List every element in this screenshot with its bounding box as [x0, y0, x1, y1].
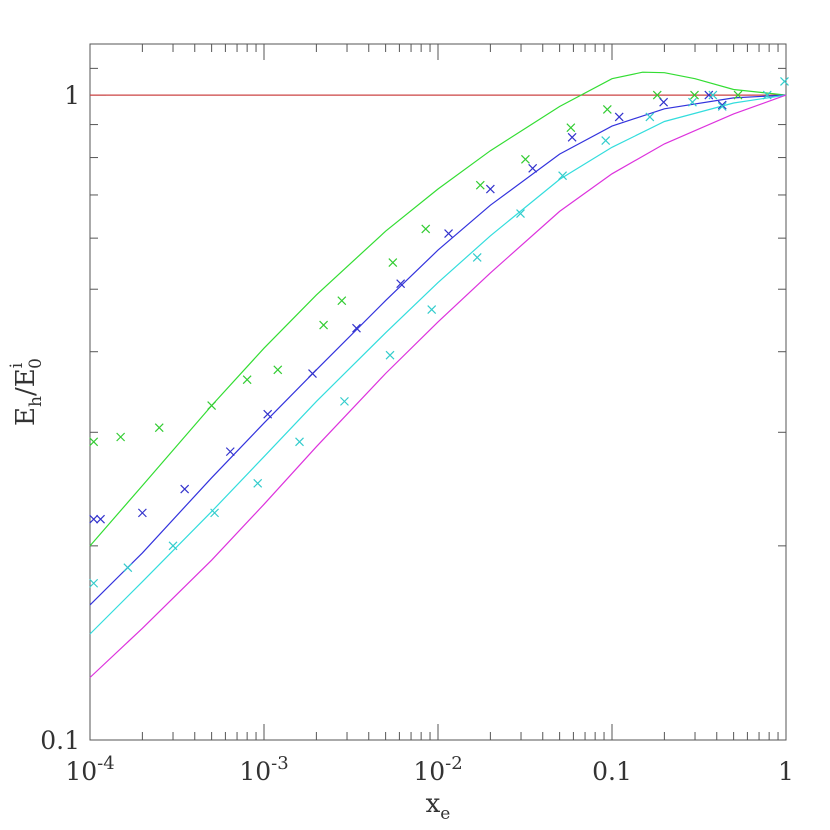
x-tick-label: 10-3	[239, 753, 288, 786]
data-point	[704, 90, 714, 100]
data-point	[472, 253, 482, 262]
data-point	[207, 401, 217, 411]
x-tick-label: 0.1	[592, 757, 632, 786]
data-point	[558, 171, 568, 181]
data-point	[567, 132, 577, 142]
data-point	[602, 105, 612, 114]
series-layer	[89, 71, 789, 678]
y-tick-label: 0.1	[40, 726, 80, 755]
data-point	[352, 323, 361, 333]
data-point	[601, 136, 611, 146]
x-axis-title: xe	[426, 789, 451, 824]
data-point	[137, 508, 147, 518]
series-line	[89, 94, 787, 678]
data-point	[123, 563, 133, 573]
data-point	[421, 224, 431, 234]
data-point	[210, 508, 220, 518]
data-point	[652, 90, 662, 100]
y-tick-label: 1	[64, 81, 80, 110]
data-point	[385, 350, 395, 360]
data-point	[733, 90, 743, 100]
x-tick-label: 10-2	[413, 753, 462, 786]
x-tick-label: 1	[778, 757, 794, 786]
data-point	[475, 180, 485, 190]
data-point	[295, 437, 304, 447]
series-line	[89, 94, 787, 635]
data-point	[89, 578, 99, 588]
data-point	[337, 296, 347, 306]
data-point	[253, 478, 263, 488]
data-point	[690, 90, 699, 100]
data-point	[242, 375, 252, 385]
data-point	[263, 409, 273, 419]
plot-frame	[89, 43, 787, 741]
data-point	[485, 184, 495, 194]
data-point	[717, 102, 727, 111]
data-point	[520, 154, 530, 164]
data-point	[528, 163, 538, 173]
data-point	[96, 514, 105, 524]
data-point	[717, 100, 727, 110]
data-point	[566, 123, 576, 133]
y-axis-title: Eh/Ei0	[7, 358, 46, 426]
data-point	[340, 396, 349, 406]
data-point	[154, 423, 164, 433]
data-point	[645, 112, 655, 122]
data-point	[89, 437, 99, 447]
data-point	[308, 369, 317, 378]
x-tick-label: 10-4	[65, 753, 114, 786]
data-point	[273, 365, 283, 375]
data-point	[780, 76, 789, 86]
data-point	[319, 320, 329, 330]
data-point	[180, 484, 190, 494]
data-point	[516, 209, 525, 219]
data-point	[225, 447, 235, 457]
data-point	[168, 541, 178, 551]
data-point	[444, 229, 453, 238]
series-line	[89, 71, 787, 547]
data-point	[762, 90, 772, 100]
data-point	[388, 258, 398, 267]
data-point	[659, 97, 669, 107]
data-point	[89, 514, 99, 524]
data-point	[708, 90, 718, 100]
data-point	[427, 305, 437, 314]
data-point	[614, 112, 624, 122]
data-point	[396, 279, 406, 289]
data-point	[116, 432, 126, 442]
tick-labels: 10-4 10-3 10-2 0.1 1 0.1 1	[40, 81, 794, 786]
data-point	[688, 97, 697, 107]
minor-ticks	[89, 43, 786, 741]
series-line	[89, 94, 787, 606]
